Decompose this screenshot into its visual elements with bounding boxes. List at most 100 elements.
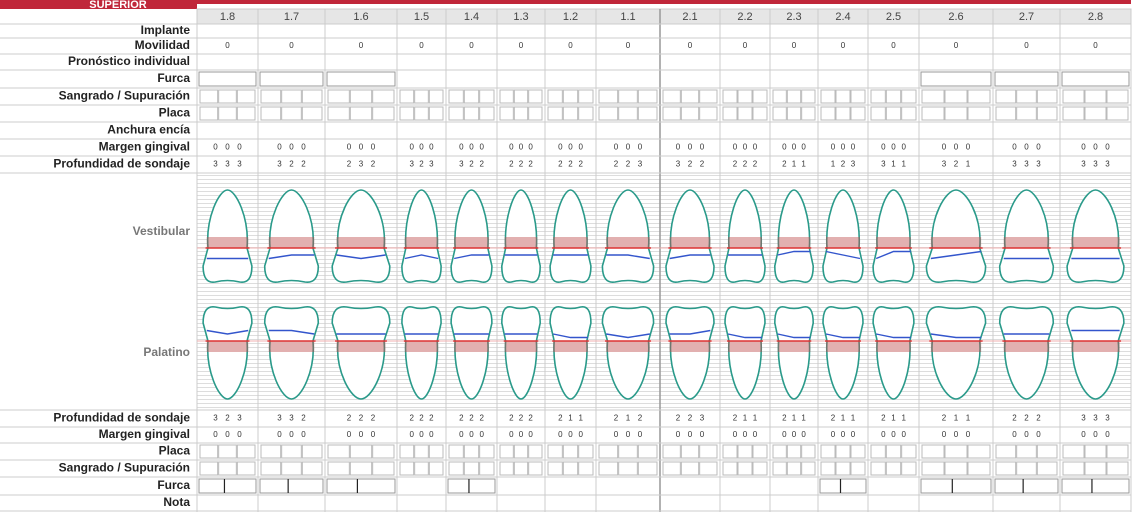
site-box bbox=[282, 107, 302, 120]
tooth-number: 2.4 bbox=[835, 11, 850, 23]
mobility: 0 bbox=[841, 41, 846, 50]
site-box bbox=[738, 90, 752, 103]
site-box bbox=[1037, 90, 1057, 103]
site-box bbox=[237, 90, 255, 103]
probing-depth: 2 bbox=[743, 160, 748, 169]
site-box bbox=[723, 107, 737, 120]
site-box bbox=[753, 462, 767, 475]
site-box bbox=[219, 462, 237, 475]
gingival-margin: 0 bbox=[225, 143, 230, 152]
gingival-margin: 0 bbox=[429, 143, 434, 152]
site-box bbox=[237, 445, 255, 458]
probing-depth: 2 bbox=[289, 160, 294, 169]
gingival-margin: 0 bbox=[409, 143, 414, 152]
row-label: Sangrado / Supuración bbox=[59, 89, 190, 103]
gingival-margin: 0 bbox=[801, 143, 806, 152]
probing-depth: 1 bbox=[954, 414, 959, 423]
probing-depth: 1 bbox=[568, 414, 573, 423]
probing-depth: 1 bbox=[578, 414, 583, 423]
mobility: 0 bbox=[359, 41, 364, 50]
gingival-margin: 0 bbox=[519, 430, 524, 439]
gingival-margin: 0 bbox=[568, 430, 573, 439]
pocket-band bbox=[337, 237, 386, 248]
probing-depth: 3 bbox=[1081, 414, 1086, 423]
gingival-margin: 0 bbox=[371, 143, 376, 152]
site-box bbox=[1107, 107, 1128, 120]
site-box bbox=[619, 90, 638, 103]
site-box bbox=[429, 107, 443, 120]
site-box bbox=[464, 445, 478, 458]
site-box bbox=[738, 462, 752, 475]
site-box bbox=[945, 90, 967, 103]
site-box bbox=[1017, 462, 1037, 475]
tooth-number: 1.5 bbox=[414, 11, 429, 23]
site-box bbox=[1085, 107, 1106, 120]
probing-depth: 2 bbox=[479, 160, 484, 169]
site-box bbox=[1085, 462, 1106, 475]
site-box bbox=[1063, 445, 1084, 458]
probing-depth: 2 bbox=[469, 414, 474, 423]
probing-depth: 2 bbox=[301, 414, 306, 423]
probing-depth: 3 bbox=[881, 160, 886, 169]
probing-depth: 2 bbox=[519, 160, 524, 169]
site-box bbox=[261, 462, 281, 475]
probing-depth: 1 bbox=[801, 414, 806, 423]
site-box bbox=[373, 462, 394, 475]
row-label: Furca bbox=[157, 71, 190, 85]
gingival-margin: 0 bbox=[881, 430, 886, 439]
gingival-margin: 0 bbox=[954, 430, 959, 439]
site-box bbox=[1063, 462, 1084, 475]
gingival-margin: 0 bbox=[409, 430, 414, 439]
site-box bbox=[500, 90, 513, 103]
site-box bbox=[261, 90, 281, 103]
gingival-margin: 0 bbox=[792, 143, 797, 152]
gingival-margin: 0 bbox=[277, 430, 282, 439]
probing-depth: 1 bbox=[792, 160, 797, 169]
site-box bbox=[563, 445, 577, 458]
site-box bbox=[563, 462, 577, 475]
gingival-margin: 0 bbox=[841, 143, 846, 152]
site-box bbox=[802, 445, 815, 458]
probing-depth: 3 bbox=[237, 160, 242, 169]
gingival-margin: 0 bbox=[966, 143, 971, 152]
site-box bbox=[200, 107, 218, 120]
site-box bbox=[429, 90, 443, 103]
site-box bbox=[902, 462, 916, 475]
site-box bbox=[787, 90, 800, 103]
probing-depth: 2 bbox=[459, 414, 464, 423]
row-label: Profundidad de sondaje bbox=[53, 157, 190, 171]
site-box bbox=[350, 107, 371, 120]
site-box bbox=[548, 90, 562, 103]
probing-depth: 2 bbox=[831, 414, 836, 423]
tooth-number: 2.5 bbox=[886, 11, 901, 23]
tooth-number: 1.2 bbox=[563, 11, 578, 23]
probing-depth: 2 bbox=[528, 160, 533, 169]
site-box bbox=[821, 107, 835, 120]
site-box bbox=[415, 107, 429, 120]
pocket-band bbox=[826, 341, 860, 352]
probing-depth: 2 bbox=[519, 414, 524, 423]
site-box bbox=[619, 462, 638, 475]
probing-depth: 3 bbox=[1012, 160, 1017, 169]
probing-depth: 2 bbox=[528, 414, 533, 423]
site-box bbox=[681, 90, 698, 103]
site-box bbox=[514, 462, 527, 475]
probing-depth: 2 bbox=[347, 160, 352, 169]
site-box bbox=[836, 90, 850, 103]
site-box bbox=[821, 462, 835, 475]
gingival-margin: 0 bbox=[638, 143, 643, 152]
probing-depth: 2 bbox=[578, 160, 583, 169]
site-box bbox=[773, 90, 786, 103]
furcation-box bbox=[995, 479, 1058, 493]
mobility: 0 bbox=[469, 41, 474, 50]
header-title: SUPERIOR bbox=[89, 0, 147, 11]
gingival-margin: 0 bbox=[289, 143, 294, 152]
site-box bbox=[996, 445, 1016, 458]
pocket-band bbox=[778, 237, 811, 248]
site-box bbox=[802, 90, 815, 103]
gingival-margin: 0 bbox=[419, 430, 424, 439]
site-box bbox=[802, 462, 815, 475]
site-box bbox=[738, 445, 752, 458]
site-box bbox=[514, 107, 527, 120]
palatal-label: Palatino bbox=[143, 345, 190, 359]
